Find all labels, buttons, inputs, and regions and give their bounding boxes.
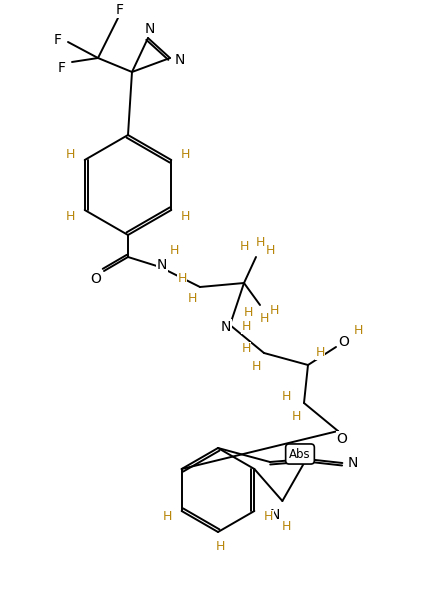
Text: N: N bbox=[175, 53, 185, 67]
Text: H: H bbox=[181, 210, 190, 223]
Text: F: F bbox=[116, 3, 124, 17]
Text: O: O bbox=[339, 335, 349, 349]
Text: H: H bbox=[66, 210, 75, 223]
Text: H: H bbox=[291, 410, 301, 424]
Text: H: H bbox=[241, 321, 251, 333]
Text: H: H bbox=[315, 346, 325, 359]
Text: H: H bbox=[259, 312, 269, 326]
Text: O: O bbox=[90, 272, 101, 286]
Text: H: H bbox=[215, 539, 225, 552]
Text: H: H bbox=[187, 292, 197, 305]
Text: H: H bbox=[66, 147, 75, 160]
Text: H: H bbox=[181, 147, 190, 160]
Text: H: H bbox=[265, 245, 275, 258]
Text: F: F bbox=[54, 33, 62, 47]
Text: F: F bbox=[58, 61, 66, 75]
Text: H: H bbox=[243, 307, 253, 320]
Text: Abs: Abs bbox=[289, 447, 311, 460]
Text: N: N bbox=[157, 258, 167, 272]
Text: H: H bbox=[264, 510, 273, 523]
Text: O: O bbox=[336, 432, 347, 446]
Text: H: H bbox=[239, 241, 249, 254]
Text: N: N bbox=[221, 320, 231, 334]
Text: H: H bbox=[169, 244, 179, 257]
Text: N: N bbox=[269, 508, 280, 522]
Text: H: H bbox=[251, 361, 261, 374]
Text: H: H bbox=[241, 343, 251, 355]
Text: N: N bbox=[347, 456, 358, 470]
Text: H: H bbox=[282, 520, 291, 533]
Text: H: H bbox=[269, 305, 279, 318]
Text: H: H bbox=[177, 273, 187, 286]
Text: H: H bbox=[353, 324, 363, 337]
Text: H: H bbox=[255, 236, 265, 249]
Text: H: H bbox=[281, 390, 291, 403]
Text: H: H bbox=[163, 510, 172, 523]
Text: N: N bbox=[145, 22, 155, 36]
